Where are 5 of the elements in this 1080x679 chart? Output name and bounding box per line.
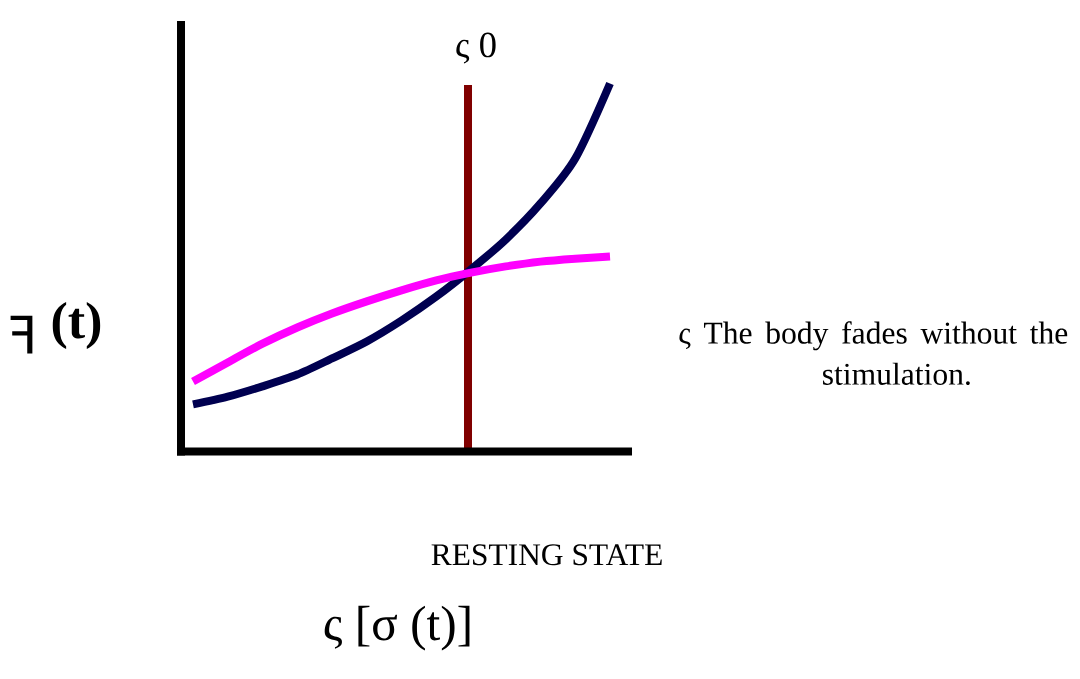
y-axis-title: ꟻ (t) [10,301,101,354]
x-axis-title: ς [σ (t)] [324,605,470,651]
text: ς The body fades without the stimulation. [679,321,1068,386]
text: RESTING STATE [431,544,662,566]
text: ς 0 [456,32,496,64]
